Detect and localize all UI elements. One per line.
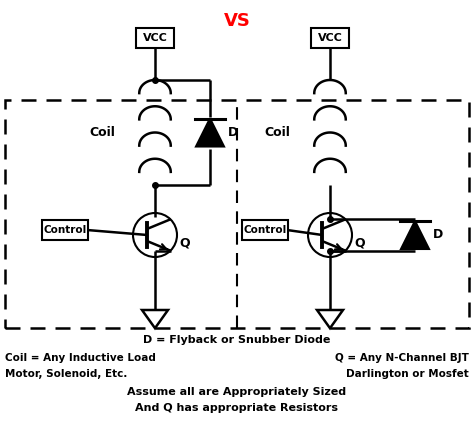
Text: Control: Control [243, 225, 287, 235]
Text: Q: Q [179, 236, 190, 250]
Text: VS: VS [224, 12, 250, 30]
Text: Darlington or Mosfet: Darlington or Mosfet [346, 369, 469, 379]
Text: Coil: Coil [89, 126, 115, 139]
FancyBboxPatch shape [242, 220, 288, 240]
Text: And Q has appropriate Resistors: And Q has appropriate Resistors [136, 403, 338, 413]
FancyBboxPatch shape [136, 28, 174, 48]
FancyBboxPatch shape [42, 220, 88, 240]
Text: Q = Any N-Channel BJT: Q = Any N-Channel BJT [335, 353, 469, 363]
Text: Assume all are Appropriately Sized: Assume all are Appropriately Sized [128, 387, 346, 397]
Polygon shape [317, 310, 343, 328]
Polygon shape [196, 118, 224, 146]
Text: Coil = Any Inductive Load: Coil = Any Inductive Load [5, 353, 156, 363]
Text: VCC: VCC [143, 33, 167, 43]
Text: D: D [228, 126, 238, 139]
Text: VCC: VCC [318, 33, 342, 43]
Text: Control: Control [44, 225, 87, 235]
Text: D: D [433, 229, 443, 242]
Text: Q: Q [354, 236, 365, 250]
Text: Motor, Solenoid, Etc.: Motor, Solenoid, Etc. [5, 369, 128, 379]
Text: Coil: Coil [264, 126, 290, 139]
FancyBboxPatch shape [311, 28, 349, 48]
Polygon shape [401, 221, 429, 249]
Polygon shape [142, 310, 168, 328]
Text: D = Flyback or Snubber Diode: D = Flyback or Snubber Diode [143, 335, 331, 345]
